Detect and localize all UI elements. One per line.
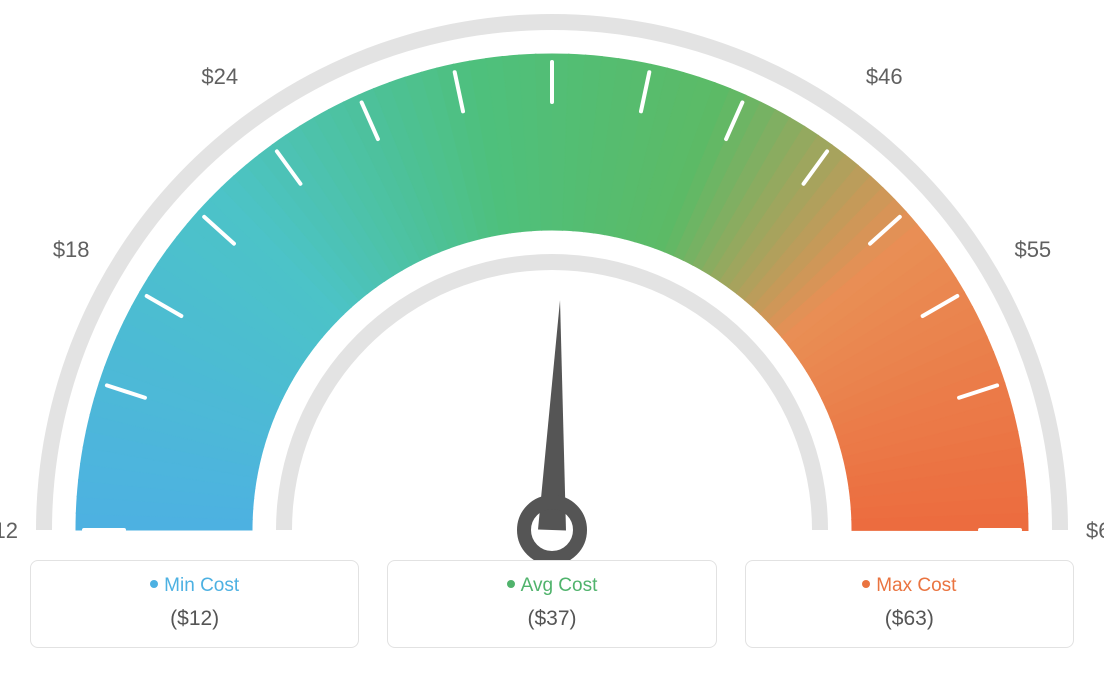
legend-value: ($37) <box>398 607 705 631</box>
legend-row: Min Cost ($12) Avg Cost ($37) Max Cost ($63) <box>0 560 1104 648</box>
legend-title: Avg Cost <box>398 575 705 597</box>
gauge-tick-label: $46 <box>866 64 903 89</box>
gauge-chart: $12$18$24$37$46$55$63 <box>0 0 1104 560</box>
gauge-tick-label: $63 <box>1086 518 1104 543</box>
legend-title: Max Cost <box>756 575 1063 597</box>
gauge-svg: $12$18$24$37$46$55$63 <box>0 0 1104 560</box>
legend-card: Avg Cost ($37) <box>387 560 716 648</box>
legend-title: Min Cost <box>41 575 348 597</box>
legend-title-text: Avg Cost <box>521 575 598 596</box>
legend-dot-icon <box>150 580 158 588</box>
legend-dot-icon <box>862 580 870 588</box>
legend-card: Max Cost ($63) <box>745 560 1074 648</box>
legend-title-text: Max Cost <box>876 575 956 596</box>
legend-value: ($12) <box>41 607 348 631</box>
legend-title-text: Min Cost <box>164 575 239 596</box>
legend-dot-icon <box>507 580 515 588</box>
gauge-tick-label: $55 <box>1014 237 1051 262</box>
gauge-tick-label: $18 <box>53 237 90 262</box>
legend-value: ($63) <box>756 607 1063 631</box>
gauge-tick-label: $12 <box>0 518 18 543</box>
legend-card: Min Cost ($12) <box>30 560 359 648</box>
gauge-tick-label: $24 <box>201 64 238 89</box>
